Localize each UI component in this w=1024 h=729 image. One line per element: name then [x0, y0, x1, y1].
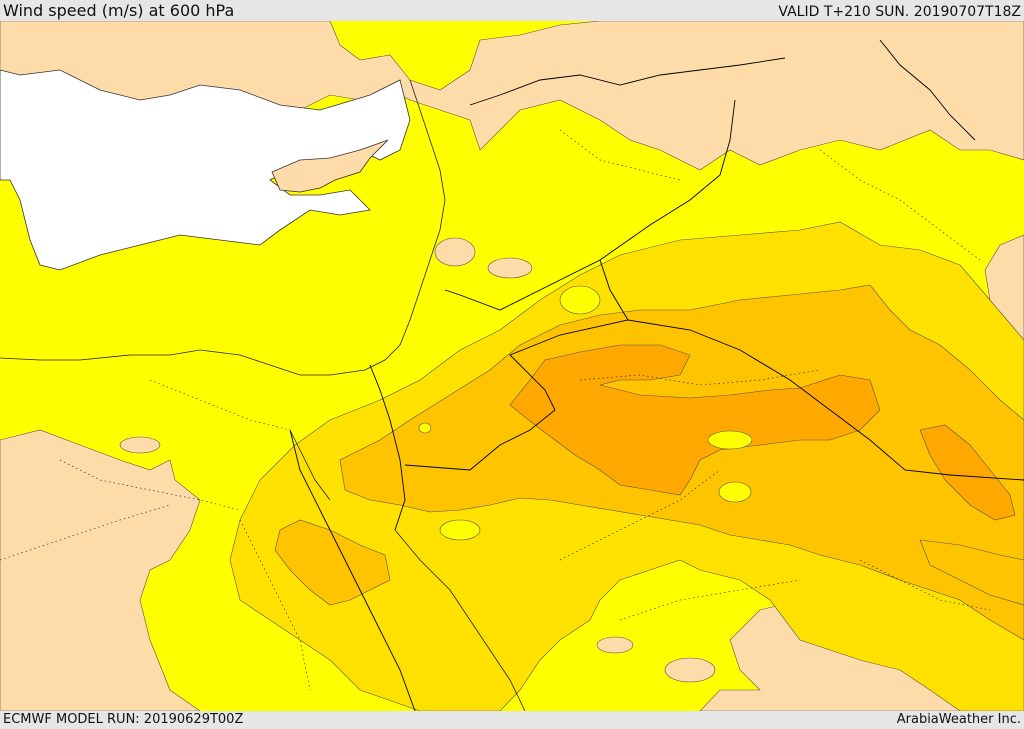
footer-bar: ECMWF MODEL RUN: 20190629T00Z ArabiaWeat…: [0, 711, 1024, 729]
calm-blob-2: [434, 237, 476, 267]
map-canvas: [0, 21, 1024, 711]
calm-blob-5: [119, 436, 161, 454]
province-line-2: [59, 459, 241, 511]
country-borders: [289, 39, 1024, 711]
wind-band-4: [509, 344, 881, 496]
band-1-pocket-4: [439, 519, 481, 541]
wind-band-3-southeast: [919, 539, 1024, 606]
coast-gulf-of-suez: [289, 429, 331, 501]
province-line-3: [0, 504, 171, 561]
map-title: Wind speed (m/s) at 600 hPa: [3, 1, 235, 20]
province-line-6: [619, 579, 801, 621]
border-egypt-sudan-east: [289, 429, 416, 711]
coast-levant: [0, 79, 446, 376]
band-1-pocket-2: [718, 481, 752, 503]
border-saudi-iraq: [627, 319, 1024, 481]
cyprus-island: [271, 139, 389, 193]
border-syria-iraq: [444, 99, 736, 311]
band-1-pocket-5: [418, 422, 432, 434]
calm-blob-4: [664, 657, 716, 683]
coastlines: [0, 79, 526, 711]
province-lines: [0, 129, 991, 691]
border-turkey-iran: [879, 39, 976, 141]
calm-blob-3: [596, 636, 634, 654]
wind-speed-map: [0, 21, 1024, 711]
valid-time: VALID T+210 SUN. 20190707T18Z: [778, 4, 1021, 20]
calm-blob-1: [487, 257, 533, 279]
border-egypt-israel: [369, 364, 406, 531]
wind-band-4-east: [919, 424, 1016, 521]
model-run: ECMWF MODEL RUN: 20190629T00Z: [3, 712, 244, 727]
band-1-pocket-3: [559, 285, 601, 315]
calm-area-egypt: [0, 429, 201, 711]
border-jordan-east: [404, 259, 629, 471]
border-turkey-syria: [469, 57, 786, 106]
band-1-pocket-1: [707, 430, 753, 450]
coast-red-sea: [394, 529, 526, 711]
province-line-7: [819, 149, 981, 261]
header-bar: Wind speed (m/s) at 600 hPa VALID T+210 …: [0, 0, 1024, 22]
band-1-pockets: [418, 285, 753, 541]
credit: ArabiaWeather Inc.: [896, 712, 1021, 727]
